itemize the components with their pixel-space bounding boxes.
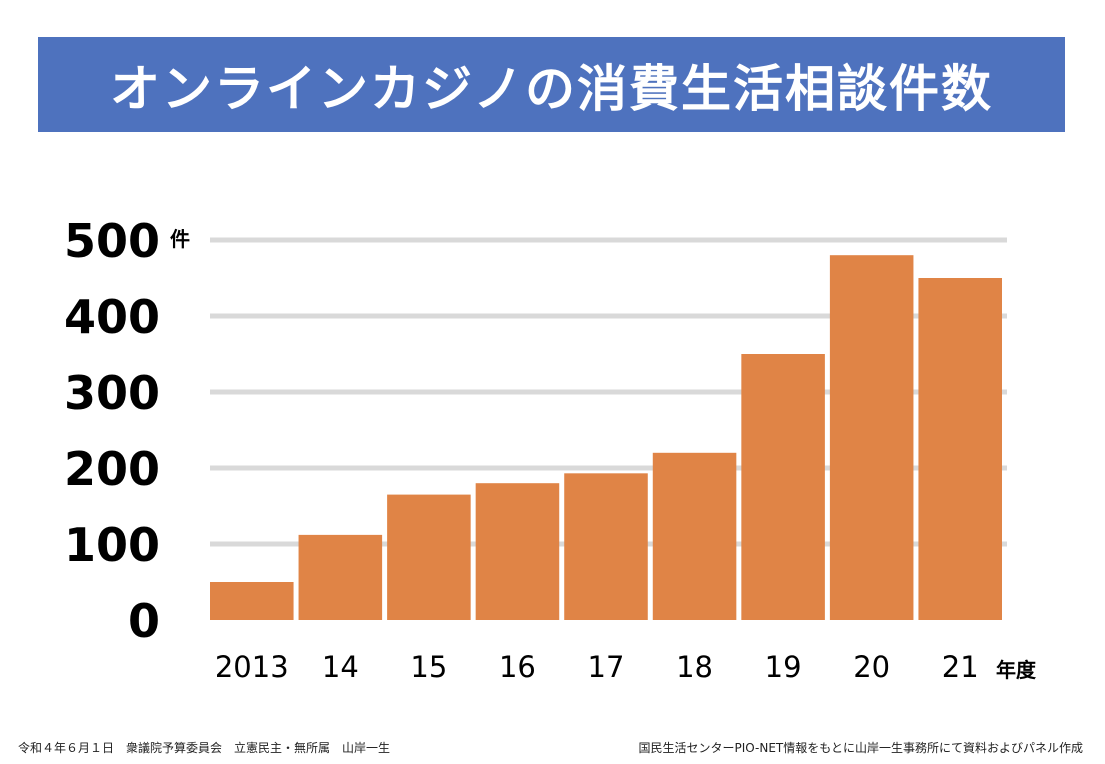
x-tick-label: 19 <box>765 650 802 684</box>
y-tick-label: 500 <box>64 214 160 268</box>
x-tick-label: 21 <box>942 650 979 684</box>
bar-16 <box>475 483 560 620</box>
footer-left-note: 令和４年６月１日 衆議院予算委員会 立憲民主・無所属 山岸一生 <box>18 741 391 755</box>
x-tick-labels: 2013 14 15 16 17 18 19 20 21 <box>215 650 979 684</box>
x-tick-label: 18 <box>676 650 713 684</box>
y-tick-label: 400 <box>64 290 160 344</box>
bar-17 <box>564 473 648 620</box>
x-axis-unit: 年度 <box>996 658 1037 682</box>
x-tick-label: 17 <box>588 650 625 684</box>
bar-14 <box>298 534 383 620</box>
y-axis-unit: 件 <box>170 227 190 251</box>
y-tick-label: 100 <box>64 518 160 572</box>
y-tick-label: 200 <box>64 442 160 496</box>
x-tick-label: 20 <box>853 650 890 684</box>
title-banner: オンラインカジノの消費生活相談件数 <box>38 37 1065 132</box>
bar-21 <box>918 278 1002 620</box>
bars <box>210 255 1002 620</box>
bar-19 <box>741 354 825 620</box>
x-tick-label: 2013 <box>215 650 289 684</box>
x-tick-label: 15 <box>410 650 447 684</box>
y-tick-label: 0 <box>128 594 160 648</box>
bar-18 <box>652 452 737 620</box>
x-tick-label: 14 <box>322 650 359 684</box>
x-tick-label: 16 <box>499 650 536 684</box>
y-tick-label: 300 <box>64 366 160 420</box>
title-banner-background <box>38 37 1065 132</box>
chart-title: オンラインカジノの消費生活相談件数 <box>110 59 993 118</box>
footer-right-note: 国民生活センターPIO-NET情報をもとに山岸一生事務所にて資料およびパネル作成 <box>638 741 1083 755</box>
bar-15 <box>387 494 471 620</box>
bar-20 <box>829 255 914 620</box>
y-tick-labels: 0 100 200 300 400 500 <box>64 214 160 648</box>
bar-2013 <box>210 582 294 620</box>
